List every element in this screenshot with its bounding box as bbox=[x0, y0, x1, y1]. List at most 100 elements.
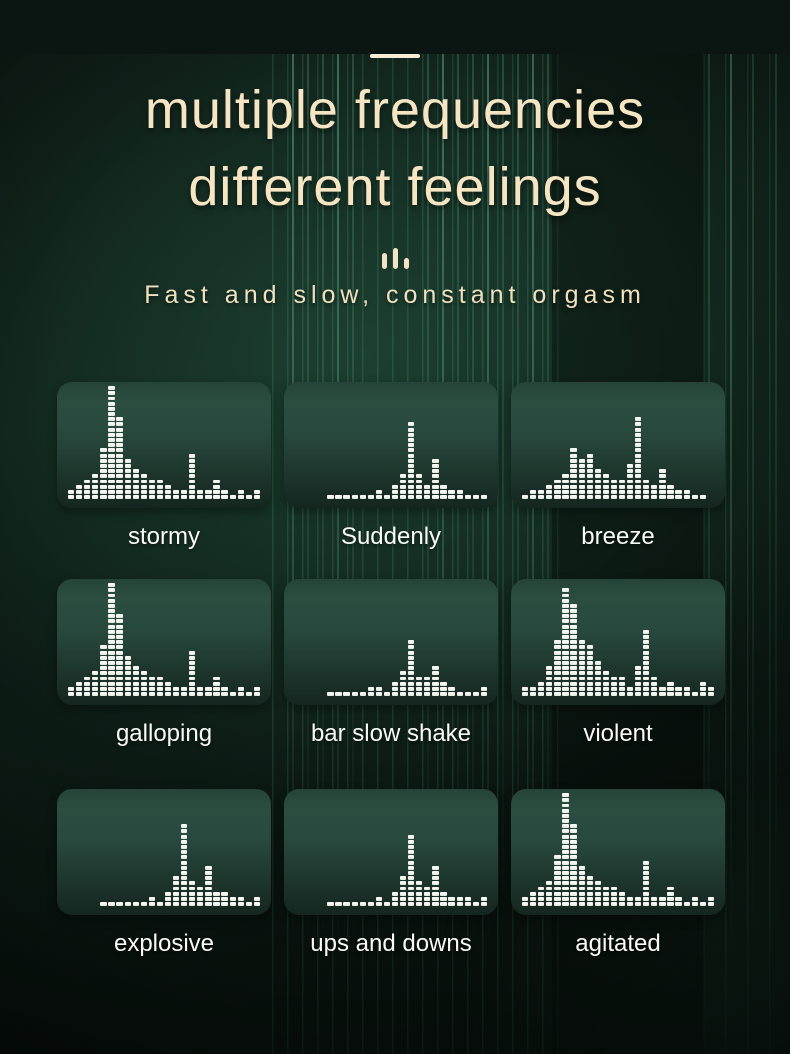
histogram-block bbox=[675, 902, 682, 906]
histogram-block bbox=[651, 896, 658, 901]
mode-card: ups and downs bbox=[284, 789, 498, 957]
histogram-block bbox=[164, 489, 172, 494]
histogram-column bbox=[132, 665, 139, 696]
histogram-column bbox=[148, 675, 155, 696]
histogram-block bbox=[189, 453, 196, 458]
histogram-block bbox=[408, 474, 415, 479]
histogram-block bbox=[132, 495, 139, 499]
histogram-block bbox=[464, 692, 471, 696]
histogram-block bbox=[618, 692, 626, 696]
histogram-block bbox=[610, 902, 618, 906]
histogram-block bbox=[84, 676, 91, 681]
histogram-column bbox=[140, 901, 147, 906]
histogram-column bbox=[100, 901, 107, 906]
histogram-block bbox=[181, 692, 188, 696]
histogram-block bbox=[546, 489, 553, 494]
histogram-block bbox=[562, 666, 569, 671]
histogram-block bbox=[76, 681, 83, 686]
histogram-block bbox=[189, 676, 196, 681]
histogram-block bbox=[116, 432, 123, 437]
histogram-block bbox=[189, 463, 196, 468]
histogram-block bbox=[84, 692, 91, 696]
histogram-column bbox=[148, 478, 155, 499]
histogram-block bbox=[586, 469, 593, 474]
histogram-block bbox=[659, 495, 666, 499]
histogram-column bbox=[156, 675, 164, 696]
histogram-block bbox=[100, 681, 107, 686]
histogram-column bbox=[522, 686, 529, 696]
histogram-block bbox=[659, 474, 666, 479]
histogram-block bbox=[554, 666, 561, 671]
histogram-block bbox=[627, 469, 634, 474]
histogram-column bbox=[140, 670, 147, 696]
histogram-column bbox=[84, 478, 91, 499]
histogram-column bbox=[237, 489, 244, 499]
histogram-block bbox=[108, 422, 115, 427]
histogram-column bbox=[253, 896, 260, 906]
histogram-block bbox=[643, 902, 650, 906]
histogram-block bbox=[116, 640, 123, 645]
histogram-column bbox=[594, 468, 601, 499]
histogram-block bbox=[92, 474, 99, 479]
histogram-column bbox=[594, 660, 601, 696]
histogram-block bbox=[173, 896, 180, 901]
histogram-column bbox=[391, 483, 399, 499]
title-line-1: multiple frequencies bbox=[144, 80, 646, 140]
histogram-block bbox=[570, 463, 577, 468]
histogram-block bbox=[538, 681, 545, 686]
histogram-block bbox=[108, 614, 115, 619]
histogram-column bbox=[602, 670, 609, 696]
histogram-block bbox=[562, 588, 569, 593]
histogram-block bbox=[156, 692, 164, 696]
histogram-block bbox=[391, 484, 399, 489]
histogram-block bbox=[100, 686, 107, 691]
histogram-block bbox=[92, 681, 99, 686]
mode-cards-grid: stormy Suddenly breeze galloping bar slow sh… bbox=[0, 382, 790, 986]
histogram-column bbox=[124, 901, 131, 906]
histogram-block bbox=[108, 676, 115, 681]
histogram-block bbox=[627, 686, 634, 691]
histogram-block bbox=[213, 891, 220, 896]
histogram-column bbox=[205, 865, 212, 906]
histogram-column bbox=[375, 896, 382, 906]
histogram-block bbox=[610, 686, 618, 691]
histogram-block bbox=[408, 902, 415, 906]
histogram-column bbox=[610, 478, 618, 499]
histogram-block bbox=[108, 609, 115, 613]
histogram-block bbox=[416, 474, 423, 479]
histogram-block bbox=[116, 676, 123, 681]
histogram-block bbox=[586, 886, 593, 891]
histogram-block bbox=[416, 479, 423, 484]
histogram-block bbox=[635, 686, 642, 691]
histogram-block bbox=[602, 886, 609, 891]
histogram-block bbox=[480, 902, 487, 906]
histogram-block bbox=[108, 432, 115, 437]
histogram-block bbox=[554, 650, 561, 655]
histogram-block bbox=[229, 692, 236, 696]
histogram-block bbox=[594, 686, 601, 691]
histogram-block bbox=[707, 692, 714, 696]
histogram-block bbox=[237, 686, 244, 691]
histogram-column bbox=[189, 452, 196, 499]
histogram-block bbox=[602, 891, 609, 896]
histogram-column bbox=[359, 691, 366, 696]
histogram-block bbox=[667, 681, 674, 686]
histogram-block bbox=[108, 438, 115, 442]
histogram-column bbox=[416, 675, 423, 696]
histogram-block bbox=[197, 886, 204, 891]
histogram-block bbox=[116, 463, 123, 468]
histogram-column bbox=[635, 665, 642, 696]
histogram-block bbox=[432, 896, 439, 901]
histogram-block bbox=[156, 495, 164, 499]
histogram-column bbox=[124, 655, 131, 696]
histogram-block bbox=[618, 902, 626, 906]
histogram-block bbox=[148, 686, 155, 691]
histogram-block bbox=[189, 469, 196, 474]
histogram-block bbox=[594, 881, 601, 886]
histogram-block bbox=[618, 891, 626, 896]
histogram-block bbox=[351, 902, 358, 906]
histogram-block bbox=[635, 489, 642, 494]
histogram-block bbox=[594, 660, 601, 665]
histogram-block bbox=[108, 671, 115, 676]
histogram-block bbox=[164, 681, 172, 686]
